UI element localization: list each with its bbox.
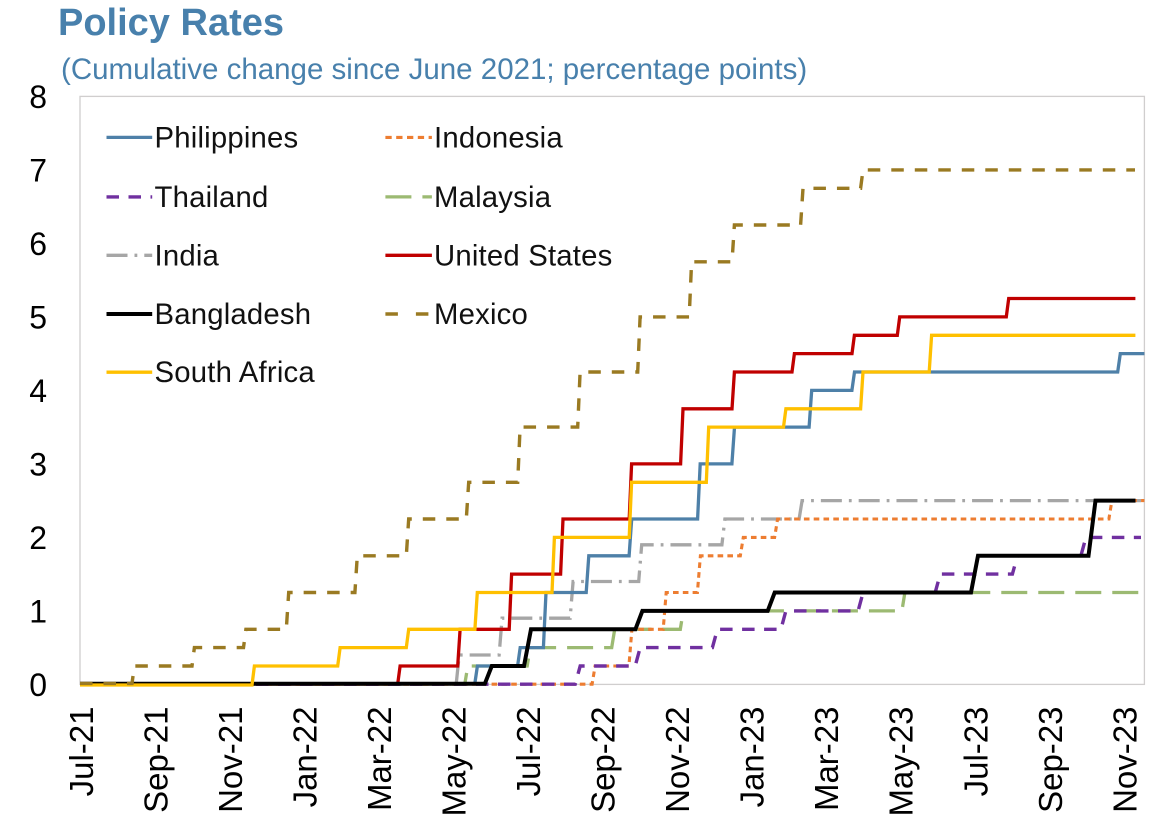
- svg-text:Sep-23: Sep-23: [1032, 707, 1069, 813]
- svg-text:Nov-21: Nov-21: [212, 707, 249, 813]
- svg-text:Jul-23: Jul-23: [957, 707, 994, 797]
- svg-text:Nov-22: Nov-22: [659, 707, 696, 813]
- svg-text:United States: United States: [434, 239, 612, 272]
- svg-text:Jul-22: Jul-22: [510, 707, 547, 797]
- svg-text:Mexico: Mexico: [434, 298, 528, 331]
- svg-text:4: 4: [29, 373, 47, 409]
- svg-text:India: India: [155, 239, 220, 272]
- svg-text:Mar-22: Mar-22: [361, 707, 398, 812]
- svg-text:2: 2: [29, 520, 47, 556]
- svg-text:6: 6: [29, 226, 47, 262]
- svg-text:Sep-22: Sep-22: [585, 707, 622, 813]
- svg-text:Mar-23: Mar-23: [808, 707, 845, 812]
- svg-text:Sep-21: Sep-21: [137, 707, 174, 813]
- svg-text:Jan-22: Jan-22: [286, 707, 323, 808]
- svg-text:Jul-21: Jul-21: [63, 707, 100, 797]
- svg-text:3: 3: [29, 446, 47, 482]
- svg-text:Malaysia: Malaysia: [434, 181, 552, 214]
- svg-text:South Africa: South Africa: [155, 356, 316, 389]
- svg-text:Thailand: Thailand: [155, 181, 269, 214]
- svg-text:May-23: May-23: [883, 707, 920, 817]
- svg-text:Nov-23: Nov-23: [1106, 707, 1143, 813]
- svg-text:Indonesia: Indonesia: [434, 121, 563, 154]
- svg-text:Philippines: Philippines: [155, 121, 299, 154]
- svg-text:8: 8: [29, 79, 47, 115]
- svg-text:5: 5: [29, 299, 47, 335]
- svg-text:Bangladesh: Bangladesh: [155, 298, 312, 331]
- svg-text:1: 1: [29, 593, 47, 629]
- svg-text:Jan-23: Jan-23: [734, 707, 771, 808]
- svg-text:0: 0: [29, 667, 47, 703]
- svg-text:7: 7: [29, 152, 47, 188]
- svg-text:May-22: May-22: [436, 707, 473, 817]
